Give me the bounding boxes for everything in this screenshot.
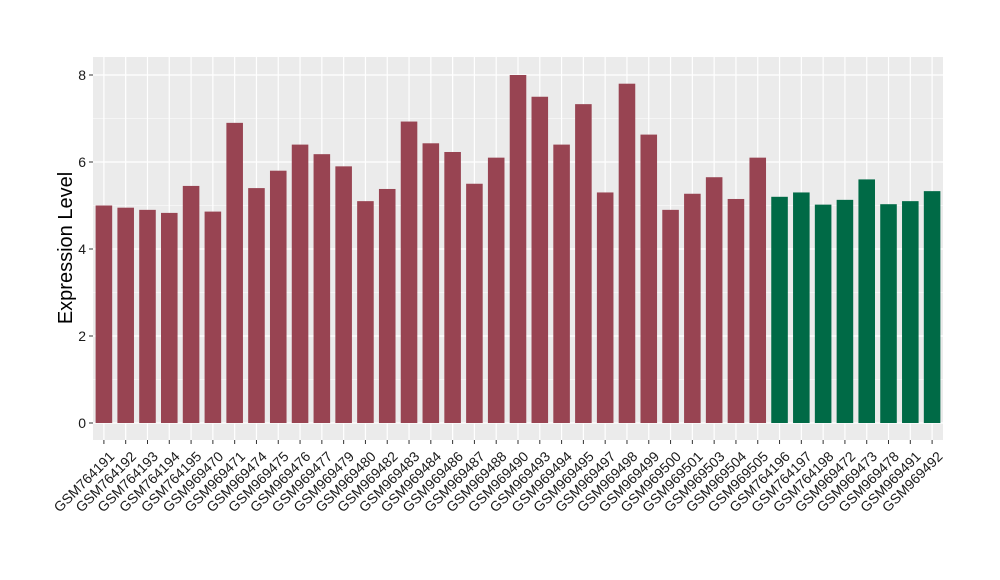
bar-GSM969491	[902, 201, 919, 423]
bar-GSM969484	[422, 143, 440, 424]
x-axis: GSM764191GSM764192GSM764193GSM764194GSM7…	[50, 440, 946, 515]
bar-GSM969483	[400, 121, 418, 424]
bar-GSM969500	[662, 209, 679, 423]
bar-GSM764194	[161, 212, 178, 423]
bar-GSM969505	[749, 157, 767, 423]
bar-GSM969473	[858, 179, 875, 423]
y-axis: 0 2 4 6 8	[78, 67, 93, 431]
bar-GSM969472	[836, 199, 854, 423]
bar-GSM969495	[575, 104, 592, 424]
y-tick-label: 4	[78, 241, 86, 257]
bar-GSM969487	[466, 183, 483, 423]
bar-GSM764195	[182, 185, 200, 423]
bar-GSM969488	[487, 157, 505, 423]
bar-GSM969494	[553, 144, 570, 423]
bar-GSM969475	[269, 170, 287, 423]
bar-GSM969497	[596, 192, 614, 423]
bar-GSM969480	[357, 201, 374, 423]
bar-GSM764193	[139, 209, 156, 423]
bar-GSM969471	[226, 122, 243, 423]
bar-GSM969486	[444, 151, 461, 423]
y-axis-title: Expression Level	[55, 172, 77, 324]
bar-GSM969490	[509, 75, 527, 423]
y-tick-label: 8	[78, 67, 86, 83]
bar-GSM969477	[313, 154, 331, 424]
bar-GSM969474	[248, 188, 265, 423]
bar-GSM764192	[117, 207, 134, 423]
bar-GSM969493	[531, 96, 549, 423]
bar-GSM764198	[814, 204, 832, 423]
bar-GSM969476	[291, 144, 309, 423]
y-tick-label: 6	[78, 154, 86, 170]
bar-GSM969479	[335, 166, 352, 423]
bar-GSM764191	[95, 205, 113, 423]
bar-GSM764197	[793, 192, 810, 423]
bar-GSM969499	[640, 134, 658, 423]
bar-GSM969504	[727, 198, 745, 423]
bar-GSM969478	[880, 204, 897, 423]
bar-GSM969503	[705, 177, 723, 423]
bar-GSM969498	[618, 83, 636, 423]
y-tick-label: 0	[78, 415, 86, 431]
bar-GSM764196	[771, 196, 788, 423]
bar-GSM969482	[378, 188, 396, 423]
bars	[95, 75, 941, 424]
bar-GSM969492	[923, 191, 941, 423]
bar-GSM969470	[204, 211, 222, 423]
y-tick-label: 2	[78, 328, 86, 344]
bar-GSM969501	[684, 193, 701, 423]
